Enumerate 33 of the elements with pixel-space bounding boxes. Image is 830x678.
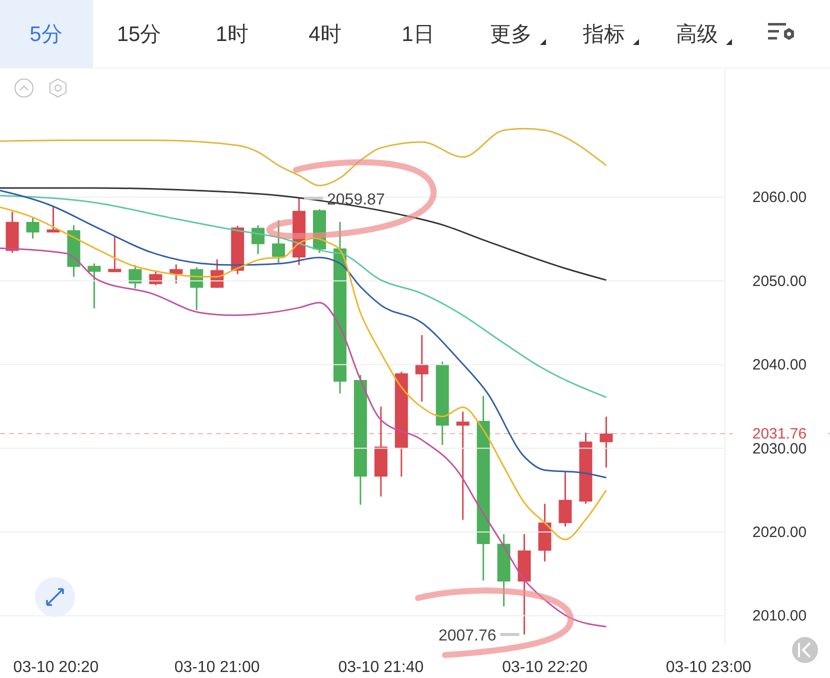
candlestick — [26, 216, 40, 240]
candlestick — [600, 416, 613, 468]
y-tick-label: 2060.00 — [752, 189, 807, 206]
candlestick — [415, 334, 428, 402]
text: 1日 — [402, 23, 434, 46]
ref-line-label: 2031.76 — [752, 426, 807, 443]
text: 指标 — [582, 23, 625, 46]
text: 15分 — [116, 23, 162, 46]
candlestick — [170, 264, 183, 284]
y-tick-label: 2040.00 — [752, 356, 807, 374]
y-tick-label: 2020.00 — [752, 524, 807, 542]
annotation: 2007.76 — [438, 627, 496, 644]
candlestick — [149, 271, 162, 286]
candlestick — [88, 262, 101, 310]
text: 更多 — [490, 23, 532, 46]
candlestick — [46, 206, 60, 234]
text: 5分 — [30, 23, 62, 46]
text: 4时 — [308, 23, 342, 46]
x-tick-label: 03-10 23:00 — [666, 659, 752, 676]
x-tick-label: 03-10 20:20 — [13, 659, 99, 676]
candlestick — [456, 410, 470, 521]
y-tick-label: 2050.00 — [752, 272, 807, 290]
x-tick-label: 03-10 21:00 — [174, 659, 260, 676]
x-tick-label: 03-10 22:20 — [502, 659, 588, 676]
candlestick — [108, 236, 122, 273]
y-tick-label: 2010.00 — [752, 608, 807, 625]
text: 高级 — [676, 23, 718, 46]
annotation: 2059.87 — [327, 191, 385, 208]
candlestick — [128, 264, 142, 290]
text: 1时 — [216, 23, 248, 46]
candlestick — [558, 470, 572, 528]
x-tick-label: 03-10 21:40 — [338, 659, 424, 676]
y-tick-label: 2030.00 — [752, 440, 807, 458]
